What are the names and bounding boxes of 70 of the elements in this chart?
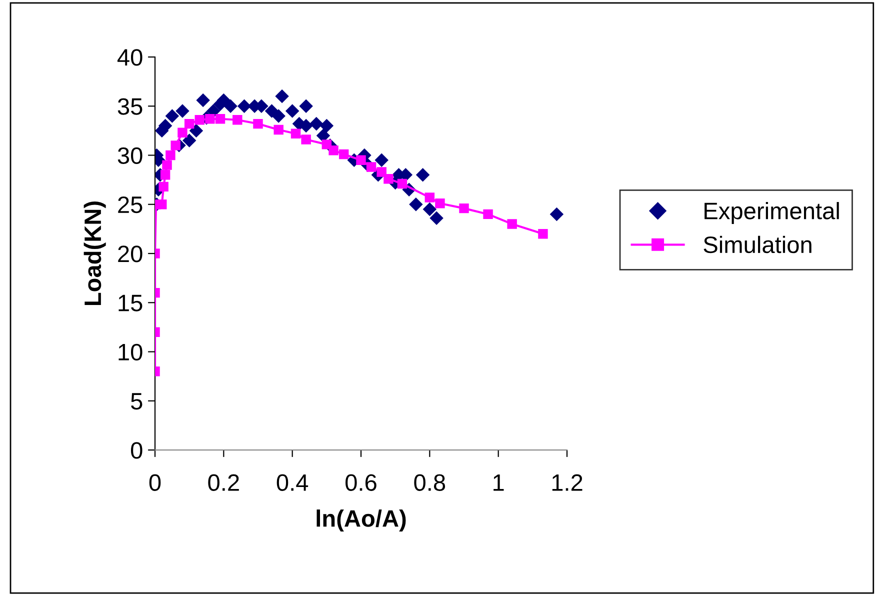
point: [184, 118, 194, 129]
point: [301, 134, 311, 144]
x-tick-label: 0.2: [208, 474, 239, 491]
x-tick-label: 1.2: [552, 474, 582, 491]
x-tick-label: 1: [494, 474, 504, 491]
point: [459, 203, 469, 214]
y-tick-label: 10: [118, 344, 142, 361]
point: [238, 100, 251, 113]
point: [366, 162, 376, 172]
y-tick-label: 5: [131, 393, 142, 410]
y-tick-label: 40: [117, 49, 142, 66]
y-tick-label: 0: [130, 442, 142, 459]
point: [338, 149, 349, 160]
point: [384, 174, 394, 184]
point: [376, 167, 386, 177]
y-tick-label: 35: [118, 98, 142, 115]
legend-label: Simulation: [704, 236, 812, 254]
point: [375, 154, 388, 167]
x-tick-label: 0: [149, 474, 161, 491]
point: [397, 178, 408, 189]
point: [215, 114, 226, 124]
point: [483, 209, 493, 220]
point: [162, 160, 172, 170]
point: [430, 212, 444, 225]
point: [166, 109, 179, 123]
point: [190, 124, 203, 138]
point: [356, 155, 366, 166]
point: [224, 100, 238, 113]
point: [265, 104, 278, 118]
point: [170, 140, 180, 150]
point: [272, 109, 286, 123]
point: [253, 118, 263, 129]
point: [320, 119, 334, 132]
y-tick-label: 15: [118, 294, 142, 312]
point: [507, 219, 517, 229]
point: [538, 228, 548, 239]
point: [178, 128, 188, 138]
point: [435, 198, 445, 208]
point: [423, 202, 436, 216]
y-tick-label: 20: [118, 246, 142, 262]
point: [194, 115, 204, 125]
point: [275, 90, 289, 103]
point: [196, 94, 210, 107]
point: [166, 150, 176, 160]
point: [299, 100, 313, 113]
y-tick-label: 25: [118, 196, 142, 214]
y-tick-label: 30: [118, 147, 142, 164]
point: [160, 170, 170, 180]
y-axis-title: Load(KN): [84, 202, 106, 306]
x-tick-label: 0.8: [414, 474, 446, 491]
point: [176, 104, 190, 118]
point: [158, 182, 168, 192]
x-tick-label: 0.6: [346, 474, 376, 491]
point: [232, 115, 242, 125]
legend-label: Experimental: [704, 202, 839, 224]
point: [310, 117, 323, 130]
point: [205, 114, 215, 124]
point: [274, 124, 284, 135]
point: [328, 145, 338, 156]
x-axis-title: ln(Ao/A): [316, 510, 406, 532]
point: [290, 128, 301, 138]
point: [409, 198, 423, 211]
point: [416, 168, 430, 182]
point: [157, 200, 167, 210]
x-tick-label: 0.4: [276, 474, 308, 491]
point: [424, 192, 435, 202]
point: [316, 129, 330, 142]
point: [550, 208, 564, 221]
point: [182, 134, 196, 148]
point: [286, 104, 299, 118]
